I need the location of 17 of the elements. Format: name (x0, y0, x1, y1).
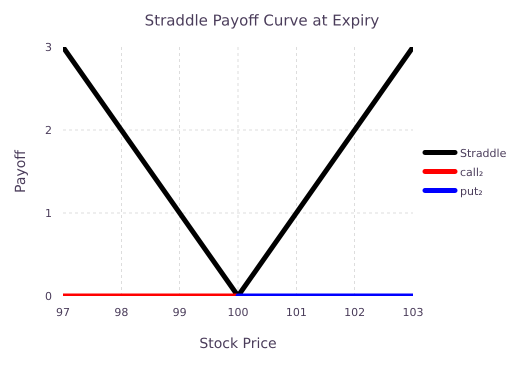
legend-label: put₂ (460, 184, 483, 198)
legend-label: call₂ (460, 166, 484, 179)
y-tick-label: 3 (45, 40, 52, 54)
x-axis-title: Stock Price (199, 336, 277, 352)
x-tick-label: 99 (172, 306, 187, 319)
x-tick-label: 101 (286, 306, 307, 319)
y-tick-label: 2 (45, 124, 52, 137)
x-tick-label: 100 (228, 306, 248, 319)
x-tick-label: 97 (56, 306, 70, 319)
y-axis-title: Payoff (13, 150, 29, 193)
x-tick-label: 103 (402, 306, 424, 319)
legend-label: Straddle (460, 146, 507, 160)
y-tick-label: 1 (45, 206, 52, 220)
x-tick-label: 102 (344, 306, 366, 319)
y-tick-label: 0 (45, 290, 52, 303)
chart-title: Straddle Payoff Curve at Expiry (144, 12, 380, 30)
x-tick-label: 98 (114, 306, 128, 319)
